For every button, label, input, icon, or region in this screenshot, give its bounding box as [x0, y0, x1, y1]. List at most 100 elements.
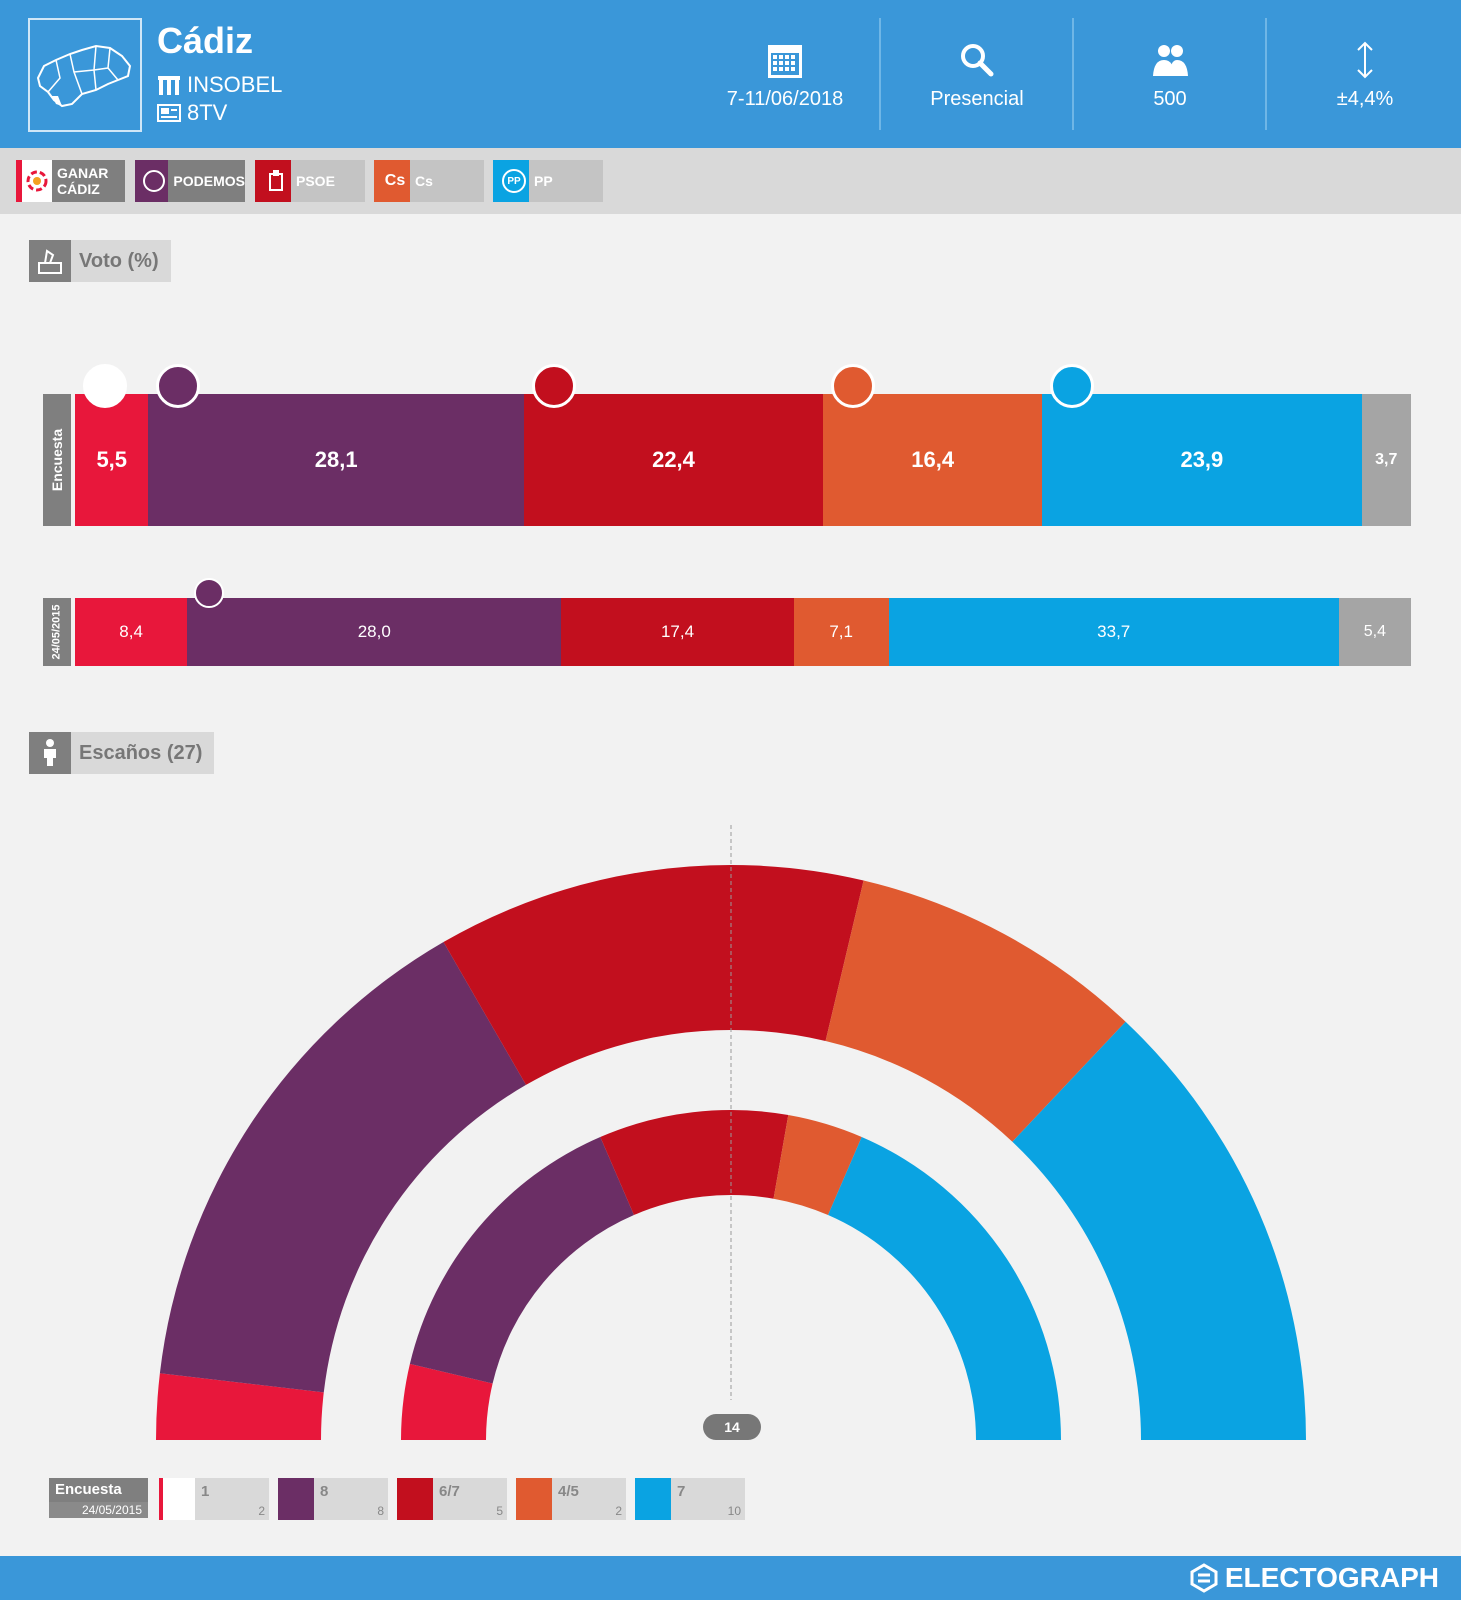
legend-label: PODEMOS: [173, 173, 245, 189]
seats-prev-cs: 2: [615, 1504, 622, 1518]
brand-logo: ELECTOGRAPH: [1189, 1562, 1439, 1594]
previous-seg-psoe: 17,4: [561, 598, 794, 666]
vote-section-title: Voto (%): [29, 240, 171, 282]
cs-badge-icon: [831, 364, 876, 408]
previous-seats-ganar: [401, 1363, 493, 1440]
date-value: 7-11/06/2018: [726, 88, 844, 110]
search-icon: [961, 44, 994, 77]
survey-seg-ganar: 5,5: [75, 394, 149, 526]
seats-now-pp: 7: [677, 1483, 686, 1500]
pp-logo-icon: [639, 1478, 671, 1520]
method: Presencial: [882, 38, 1072, 111]
previous-vote-bar: 8,4 28,0 17,4 7,1 33,7 5,4: [75, 598, 1411, 666]
survey-seats-psoe: [443, 865, 864, 1085]
previous-value-ganar: 8,4: [119, 622, 143, 641]
legend-ganar: GANAR CÁDIZ: [16, 160, 125, 202]
cs-logo-icon: Cs: [380, 160, 410, 202]
survey-seats-pp: [1012, 1021, 1306, 1440]
seats-item-psoe: 6/7 5: [397, 1478, 507, 1520]
survey-value-ganar: 5,5: [96, 447, 128, 472]
legend-pp: PP PP: [493, 160, 603, 202]
error-value: ±4,4%: [1336, 88, 1394, 110]
vote-title: Voto (%): [71, 240, 171, 282]
seats-item-pp: 7 10: [635, 1478, 745, 1520]
podemos-logo-icon: [140, 160, 169, 202]
previous-value-podemos: 28,0: [357, 622, 391, 641]
seats-item-cs: 4/5 2: [516, 1478, 626, 1520]
calendar-icon: [768, 45, 802, 78]
previous-seats-psoe: [600, 1110, 789, 1216]
seats-now-podemos: 8: [320, 1483, 329, 1500]
ganar-logo-icon: [22, 160, 52, 202]
psoe-logo-icon: [401, 1478, 433, 1520]
previous-seg-ganar: 8,4: [75, 598, 188, 666]
electograph-logo-icon: [1190, 1563, 1218, 1593]
survey-value-cs: 16,4: [911, 447, 955, 472]
media-line: 8TV: [157, 100, 227, 126]
seats-title: Escaños (27): [71, 732, 215, 774]
survey-vote-bar: 5,5 28,1 22,4 16,4 23,9 3,7: [75, 394, 1411, 526]
previous-value-pp: 33,7: [1097, 622, 1131, 641]
survey-seats-cs: [825, 880, 1126, 1142]
pollster-name: INSOBEL: [187, 72, 283, 97]
region-map: [28, 18, 142, 132]
legend-label: GANAR: [57, 165, 109, 181]
pp-logo-icon: PP: [499, 160, 529, 202]
andalusia-map-icon: [36, 44, 132, 108]
previous-seg-cs: 7,1: [793, 598, 889, 666]
seats-now-ganar: 1: [201, 1483, 210, 1500]
previous-value-other: 5,4: [1363, 623, 1386, 640]
survey-seg-podemos: 28,1: [148, 394, 524, 526]
previous-seats-podemos: [409, 1136, 634, 1384]
method-value: Presencial: [930, 88, 1024, 110]
seats-prev-psoe: 5: [496, 1504, 503, 1518]
ballot-box-icon: [29, 240, 71, 282]
legend-label-2: CÁDIZ: [57, 181, 100, 197]
survey-value-psoe: 22,4: [652, 447, 695, 472]
podemos-badge-icon: [156, 364, 201, 408]
vertical-arrows-icon: [1357, 41, 1373, 79]
podemos-small-badge-icon: [194, 578, 224, 608]
pollster-line: INSOBEL: [157, 72, 282, 98]
seats-now-cs: 4/5: [558, 1483, 579, 1500]
survey-seg-pp: 23,9: [1042, 394, 1362, 526]
previous-value-psoe: 17,4: [660, 622, 695, 641]
party-legend: GANAR CÁDIZ PODEMOS PSOE Cs Cs PP PP: [0, 148, 1461, 214]
survey-seg-psoe: 22,4: [523, 394, 824, 526]
previous-value-cs: 7,1: [829, 622, 853, 641]
previous-seg-podemos: 28,0: [187, 598, 562, 666]
seats-prev-pp: 10: [727, 1504, 741, 1518]
ganar-badge-icon: [83, 364, 127, 408]
podemos-logo-icon: [282, 1478, 314, 1520]
survey-value-pp: 23,9: [1180, 447, 1224, 472]
seats-section-title: Escaños (27): [29, 732, 215, 774]
newspaper-icon: [157, 104, 181, 122]
pp-logo-text: PP: [502, 169, 526, 193]
pollster-icon: [158, 76, 180, 95]
person-icon: [29, 732, 71, 774]
previous-seats-pp: [828, 1136, 1061, 1440]
survey-seats-ganar: [156, 1373, 324, 1440]
survey-bar-label: Encuesta: [43, 394, 71, 526]
sample-size: 500: [1075, 38, 1265, 111]
legend-podemos: PODEMOS: [135, 160, 245, 202]
cs-logo-icon: [520, 1478, 552, 1520]
psoe-badge-icon: [531, 364, 576, 408]
fieldwork-date: 7-11/06/2018: [690, 38, 880, 111]
people-icon: [1153, 45, 1188, 76]
survey-value-podemos: 28,1: [314, 447, 358, 472]
media-name: 8TV: [187, 100, 228, 125]
legend-label: PP: [534, 173, 553, 189]
ganar-logo-icon: [163, 1478, 195, 1520]
legend-label: PSOE: [296, 173, 335, 189]
pp-badge-icon: [1050, 364, 1095, 408]
previous-seats-cs: [773, 1115, 862, 1216]
footer: ELECTOGRAPH: [0, 1556, 1461, 1600]
margin-of-error: ±4,4%: [1270, 38, 1460, 111]
seats-prev-podemos: 8: [377, 1504, 384, 1518]
seats-table-label: Encuesta 24/05/2015: [49, 1478, 148, 1518]
seat-hemicycle-chart: [156, 825, 1306, 1440]
seats-prev-ganar: 2: [258, 1504, 265, 1518]
seats-label-prev: 24/05/2015: [49, 1502, 148, 1518]
